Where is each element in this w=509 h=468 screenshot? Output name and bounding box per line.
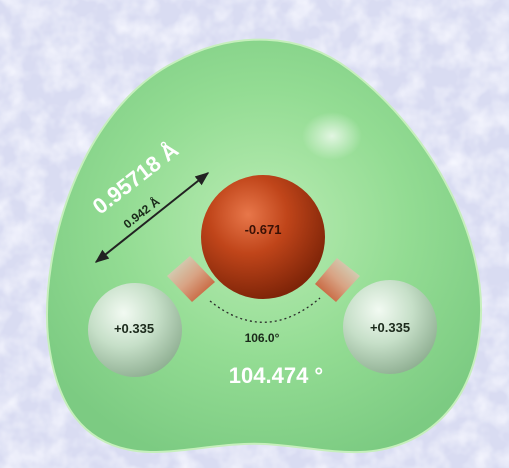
bond-angle-large-label: 104.474 ° (229, 363, 323, 388)
hydrogen-left-charge-label: +0.335 (114, 321, 154, 336)
bond-angle-small-label: 106.0° (245, 331, 280, 345)
surface-highlight (302, 112, 362, 160)
oxygen-atom (201, 175, 325, 299)
hydrogen-atom-right (343, 280, 437, 374)
hydrogen-right-charge-label: +0.335 (370, 320, 410, 335)
oxygen-charge-label: -0.671 (245, 222, 282, 237)
bond-length-arrow (94, 172, 210, 263)
bond-angle-arc (209, 297, 321, 323)
bond-left (167, 256, 215, 302)
hydrogen-atom-left (88, 283, 182, 377)
bond-right (315, 258, 360, 302)
